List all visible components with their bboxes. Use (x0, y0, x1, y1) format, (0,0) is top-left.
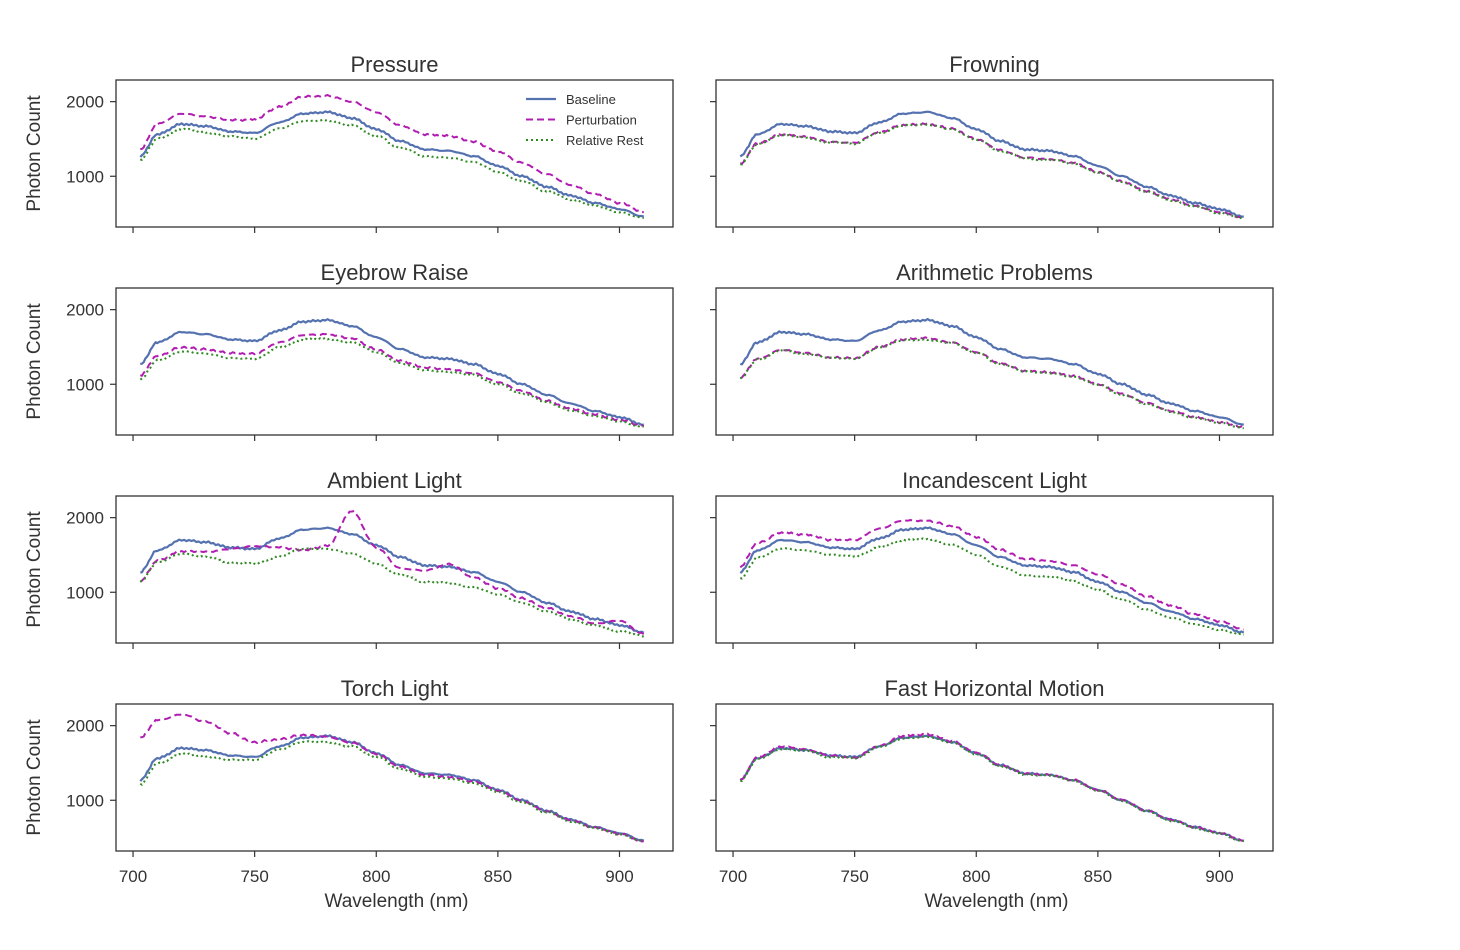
y-axis-label: Photon Count (24, 719, 45, 836)
series-line-perturbation (740, 732, 1244, 842)
series-line-perturbation (140, 94, 644, 214)
x-tick-label: 800 (962, 867, 990, 886)
x-axis-label: Wavelength (nm) (325, 891, 469, 912)
subplot-arithmetic-problems: Arithmetic Problems (710, 260, 1274, 441)
subplot-title: Ambient Light (327, 468, 462, 493)
x-tick-label: 700 (119, 867, 147, 886)
y-tick-label: 1000 (66, 791, 104, 810)
y-axis-label: Photon Count (24, 303, 45, 420)
y-axis-label: Photon Count (24, 95, 45, 212)
subplot-pressure: Pressure 1000 2000 Photon Count Baseline Pert… (24, 52, 674, 233)
y-axis-label: Photon Count (24, 511, 45, 628)
y-tick-label: 1000 (66, 583, 104, 602)
series-group (139, 713, 645, 843)
legend-label: Perturbation (566, 113, 637, 128)
series-group (139, 318, 645, 428)
x-axis-label: Wavelength (nm) (925, 891, 1069, 912)
series-line-perturbation (740, 336, 1245, 429)
subplot-ambient-light: Ambient Light 1000 2000 Photon Count (24, 468, 674, 649)
legend: Baseline Perturbation Relative Rest (526, 92, 644, 148)
x-tick-label: 700 (719, 867, 747, 886)
plot-frame (715, 79, 1274, 228)
series-line-relative-rest (139, 336, 645, 428)
series-line-relative-rest (139, 118, 644, 219)
plot-frame (715, 495, 1274, 644)
series-line-baseline (139, 110, 645, 218)
subplot-title: Fast Horizontal Motion (884, 676, 1104, 701)
plot-frame (115, 703, 674, 852)
y-tick-label: 1000 (66, 375, 104, 394)
plot-frame (115, 287, 674, 436)
subplot-title: Eyebrow Raise (321, 260, 469, 285)
subplot-eyebrow-raise: Eyebrow Raise 1000 2000 Photon Count (24, 260, 674, 441)
series-line-baseline (139, 734, 645, 842)
x-tick-label: 900 (605, 867, 633, 886)
x-tick-label: 750 (240, 867, 268, 886)
x-tick-label: 850 (484, 867, 512, 886)
subplot-title: Torch Light (341, 676, 449, 701)
subplot-title: Arithmetic Problems (896, 260, 1093, 285)
series-group (739, 318, 1245, 430)
series-line-perturbation (139, 510, 645, 635)
x-tick-label: 850 (1084, 867, 1112, 886)
series-line-relative-rest (740, 123, 1245, 220)
subplot-fast-horizontal-motion: Fast Horizontal Motion 700 750 800 850 900 Wav… (710, 676, 1274, 912)
series-line-perturbation (140, 713, 644, 843)
series-line-perturbation (139, 332, 645, 427)
series-line-relative-rest (739, 537, 1244, 637)
series-line-perturbation (739, 518, 1244, 631)
subplot-title: Incandescent Light (902, 468, 1087, 493)
subplot-incandescent-light: Incandescent Light (710, 468, 1274, 649)
legend-label: Baseline (566, 92, 616, 107)
plot-frame (715, 703, 1274, 852)
subplot-torch-light: Torch Light 1000 2000 700 750 800 850 900 Photon… (24, 676, 674, 912)
series-line-relative-rest (740, 735, 1245, 843)
x-tick-label: 900 (1205, 867, 1233, 886)
series-group (139, 94, 645, 219)
series-line-baseline (140, 526, 645, 634)
series-line-baseline (739, 526, 1245, 634)
series-group (739, 110, 1245, 220)
y-tick-label: 2000 (66, 301, 104, 320)
legend-label: Relative Rest (566, 133, 644, 148)
plot-frame (115, 79, 674, 228)
series-line-relative-rest (139, 740, 644, 843)
series-group (739, 518, 1245, 637)
series-line-baseline (140, 318, 644, 426)
y-tick-label: 2000 (66, 717, 104, 736)
x-tick-label: 750 (840, 867, 868, 886)
series-group (739, 732, 1245, 843)
plot-frame (115, 495, 674, 644)
x-tick-label: 800 (362, 867, 390, 886)
series-line-baseline (739, 110, 1244, 218)
series-group (139, 510, 645, 638)
plot-frame (715, 287, 1274, 436)
subplot-title: Frowning (949, 52, 1039, 77)
series-line-baseline (740, 318, 1244, 426)
y-tick-label: 2000 (66, 509, 104, 528)
y-tick-label: 2000 (66, 93, 104, 112)
subplot-frowning: Frowning (710, 52, 1274, 233)
subplot-title: Pressure (350, 52, 438, 77)
series-line-relative-rest (739, 337, 1244, 430)
y-tick-label: 1000 (66, 167, 104, 186)
